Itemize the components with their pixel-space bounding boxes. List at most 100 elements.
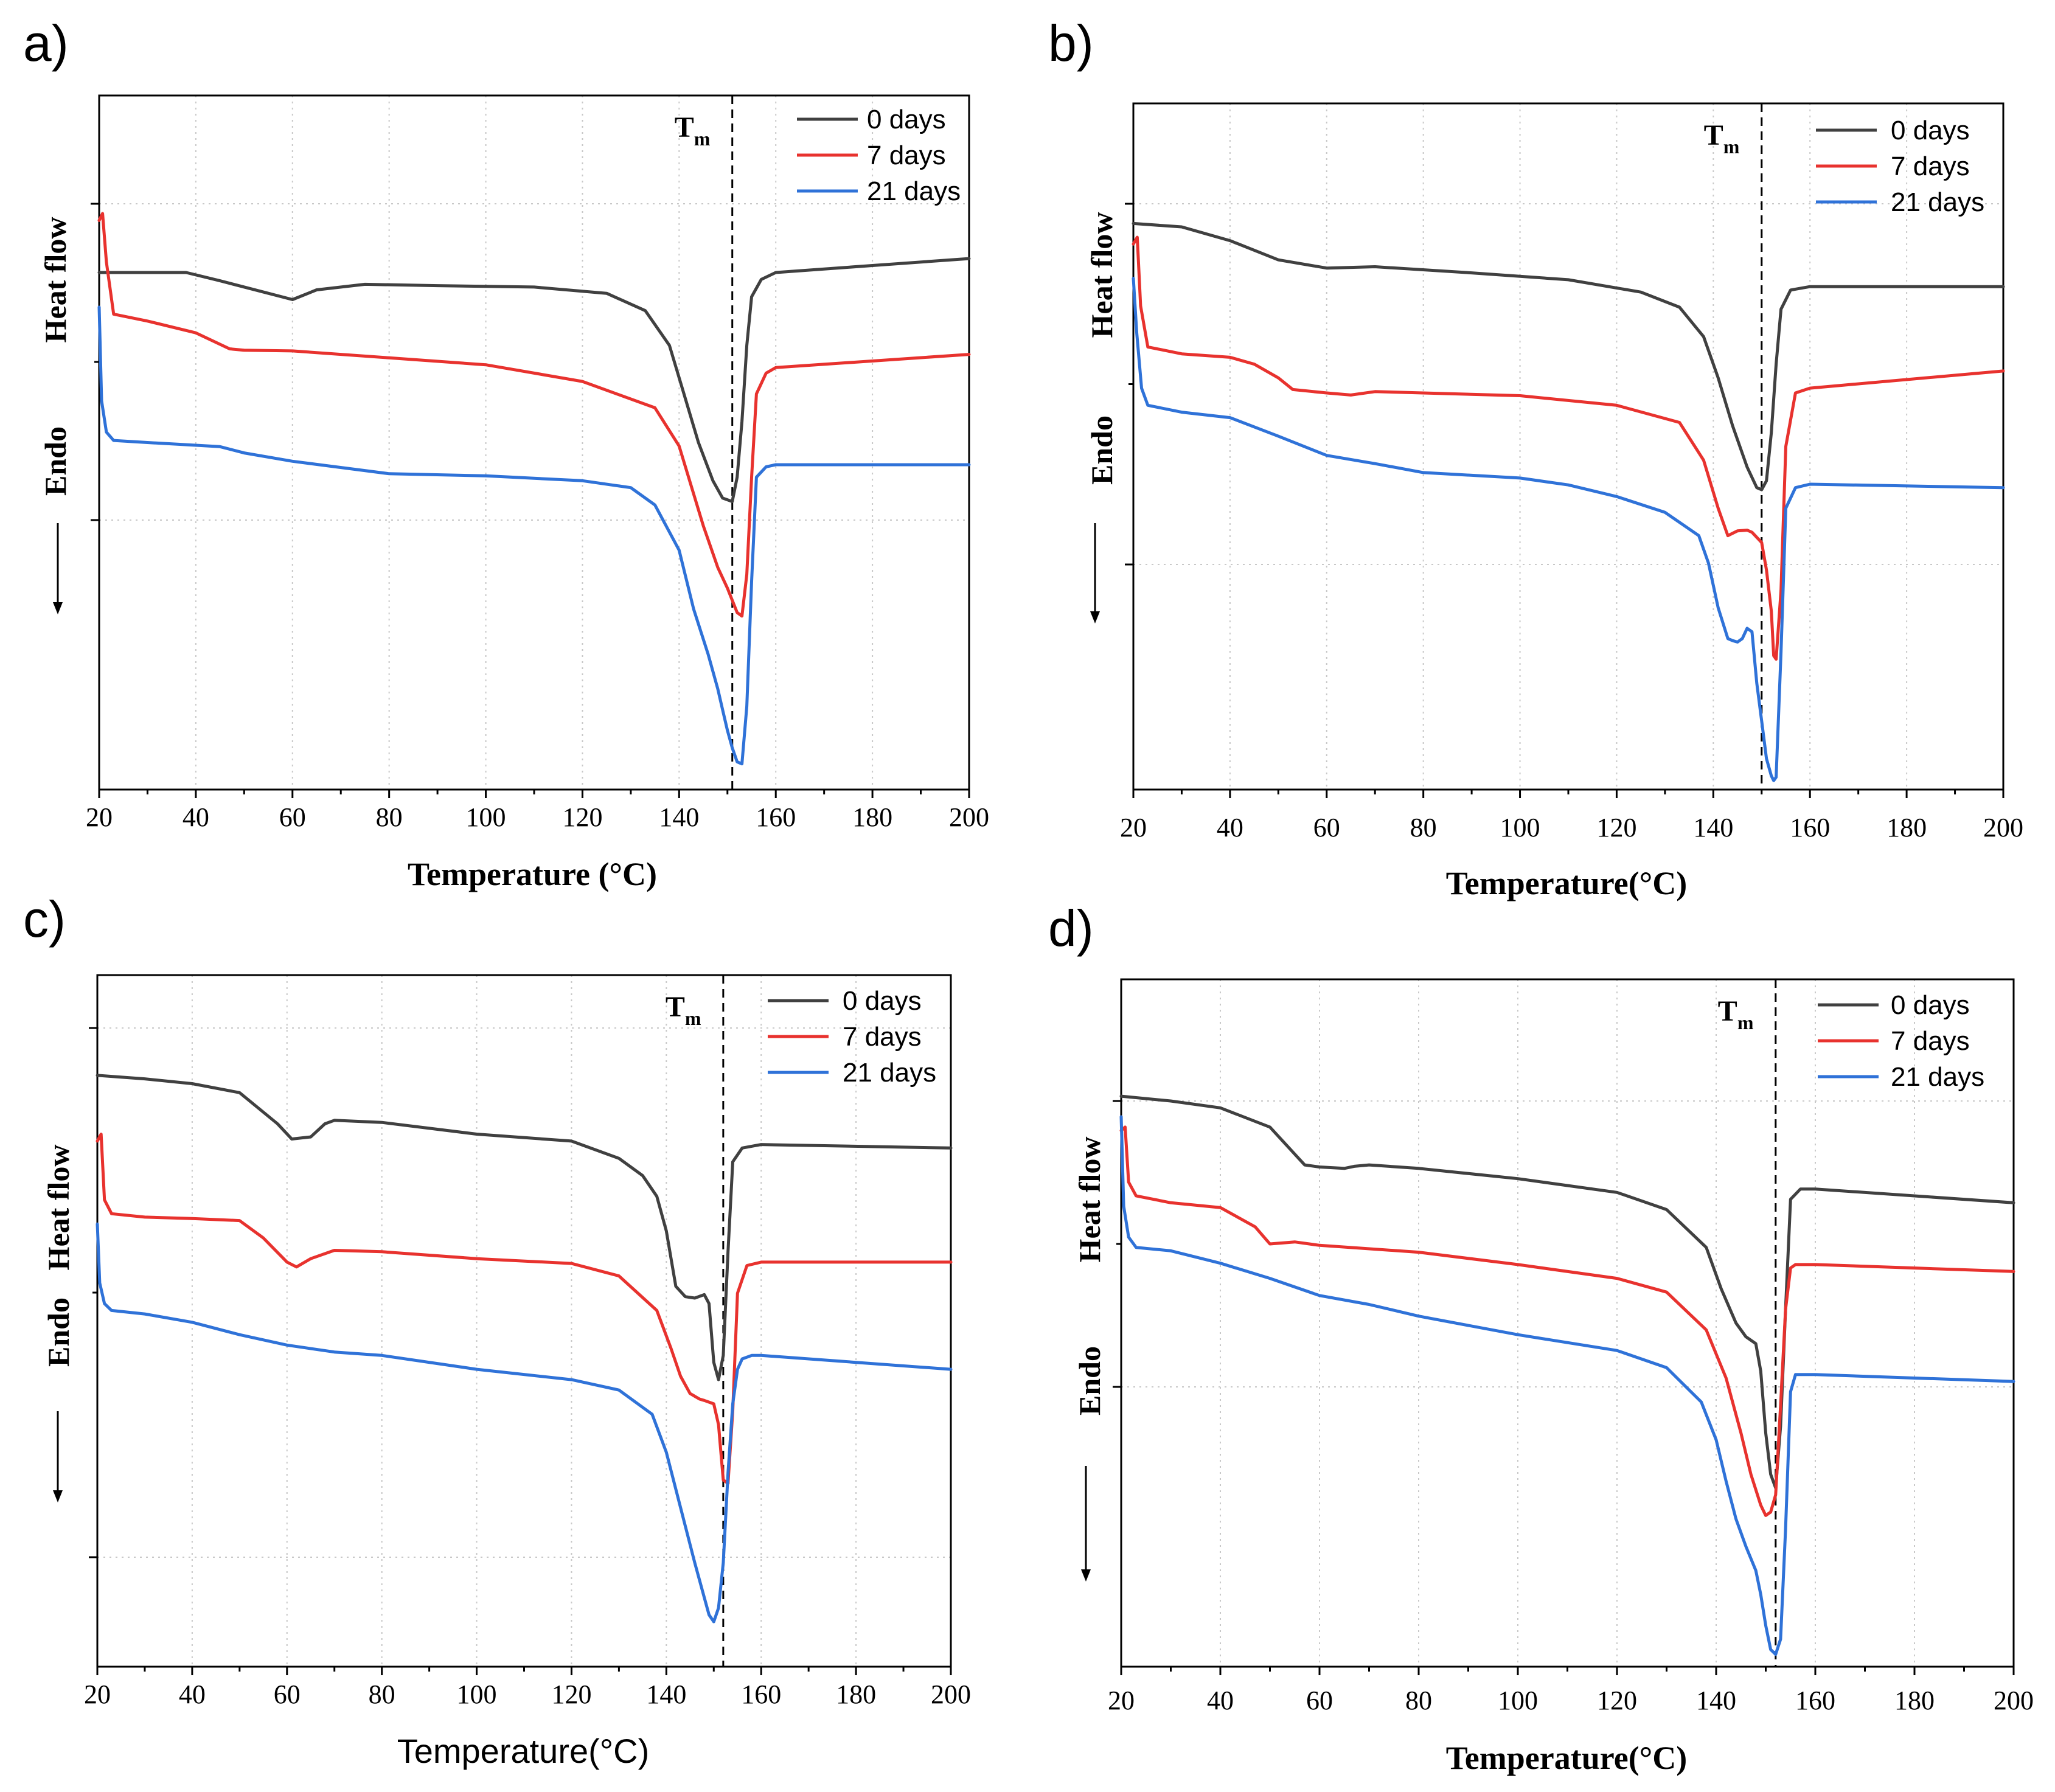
y-axis-title-heat-flow: Heat flow: [38, 217, 72, 343]
tm-label-sub: m: [694, 128, 711, 150]
series-line-21-days: [1119, 1115, 2015, 1656]
legend-label: 0 days: [1891, 990, 1970, 1020]
tm-label-sub: m: [685, 1007, 701, 1029]
x-axis-title: Temperature(°C): [397, 1732, 650, 1770]
tm-label-main: T: [666, 991, 685, 1023]
y-axis-title-heat-flow: Heat flow: [1073, 1137, 1107, 1263]
series-line-21-days: [96, 1222, 953, 1624]
legend-label: 7 days: [1891, 151, 1970, 181]
panel-letter: d): [1048, 900, 1094, 957]
x-axis-title: Temperature (°C): [408, 856, 657, 892]
endo-arrow-head: [1090, 611, 1100, 623]
x-tick-label: 80: [1405, 1686, 1432, 1715]
legend: 0 days 7 days 21 days: [797, 105, 961, 206]
legend-label: 21 days: [867, 176, 961, 206]
x-tick-label: 140: [1693, 813, 1733, 842]
x-tick-label: 60: [279, 802, 306, 832]
legend-label: 0 days: [843, 986, 922, 1016]
x-tick-label: 60: [1306, 1686, 1333, 1715]
x-tick-label: 160: [741, 1679, 781, 1709]
x-tick-label: 120: [551, 1679, 591, 1709]
x-tick-label: 40: [183, 802, 209, 832]
panel-letter: a): [23, 15, 69, 72]
legend-label: 0 days: [867, 105, 946, 134]
x-tick-label: 100: [1498, 1686, 1538, 1715]
tm-label-sub: m: [1723, 136, 1740, 158]
legend-label: 0 days: [1891, 116, 1970, 145]
x-tick-label: 140: [1696, 1686, 1736, 1715]
legend-label: 21 days: [843, 1058, 936, 1088]
tm-label: Tm: [1704, 119, 1740, 158]
legend: 0 days 7 days 21 days: [1816, 116, 1984, 217]
legend: 0 days 7 days 21 days: [768, 986, 936, 1088]
x-tick-label: 140: [659, 802, 699, 832]
legend-label: 7 days: [1891, 1026, 1970, 1056]
endo-arrow-head: [1081, 1569, 1091, 1582]
x-tick-label: 160: [1790, 813, 1830, 842]
tm-label-main: T: [1718, 995, 1737, 1027]
x-tick-label: 160: [756, 802, 796, 832]
x-tick-label: 120: [1596, 813, 1636, 842]
y-axis-title-endo: Endo: [1073, 1346, 1107, 1415]
tm-label-main: T: [675, 111, 694, 144]
legend-label: 21 days: [1891, 1062, 1984, 1092]
x-tick-label: 180: [1886, 813, 1927, 842]
x-tick-label: 40: [1217, 813, 1243, 842]
y-axis-title-endo: Endo: [41, 1297, 75, 1367]
chart-panel-b: b) 20 40 60 80 100 120 140 160 180 200 Temperature(…: [1048, 15, 2023, 901]
tm-label-sub: m: [1737, 1012, 1754, 1033]
endo-arrow-head: [53, 602, 63, 614]
x-tick-label: 20: [86, 802, 113, 832]
legend-label: 7 days: [867, 141, 946, 170]
chart-panel-a: a) 20 40 60 80 100 120 140 160 180 200 Temperature …: [23, 15, 989, 892]
y-axis-title-heat-flow: Heat flow: [41, 1145, 75, 1271]
series-line-0-days: [1119, 1094, 2015, 1490]
x-tick-label: 20: [1108, 1686, 1135, 1715]
endo-arrow-head: [53, 1490, 63, 1502]
x-tick-label: 200: [1994, 1686, 2034, 1715]
panel-letter: b): [1048, 15, 1094, 72]
x-tick-label: 200: [1983, 813, 2023, 842]
series-line-0-days: [1132, 221, 2005, 491]
x-tick-label: 80: [376, 802, 403, 832]
legend-label: 21 days: [1891, 187, 1984, 217]
series-line-7-days: [96, 1133, 953, 1485]
x-tick-label: 180: [1894, 1686, 1935, 1715]
x-tick-label: 120: [1597, 1686, 1637, 1715]
tm-label-main: T: [1704, 119, 1723, 151]
series-line-0-days: [96, 1074, 953, 1381]
series-line-7-days: [97, 212, 971, 618]
x-tick-label: 40: [179, 1679, 206, 1709]
plot-frame: [96, 974, 952, 1668]
x-axis-title: Temperature(°C): [1446, 865, 1688, 901]
x-tick-label: 20: [84, 1679, 111, 1709]
series-line-7-days: [1132, 235, 2005, 661]
series-line-7-days: [1119, 1125, 2015, 1517]
plot-frame: [98, 94, 970, 791]
x-tick-label: 120: [562, 802, 602, 832]
chart-panel-c: c) 20 40 60 80 100 120 140 160 180 200 Temperature(…: [23, 891, 971, 1770]
plot-frame: [1132, 102, 2005, 791]
x-tick-label: 100: [457, 1679, 497, 1709]
legend-label: 7 days: [843, 1022, 922, 1052]
tm-label: Tm: [675, 111, 711, 150]
x-tick-label: 40: [1207, 1686, 1234, 1715]
x-tick-label: 100: [466, 802, 506, 832]
y-axis-title-heat-flow: Heat flow: [1085, 212, 1119, 338]
y-axis-title-endo: Endo: [1085, 415, 1119, 485]
x-tick-label: 200: [931, 1679, 971, 1709]
series-line-21-days: [97, 305, 971, 766]
series-line-0-days: [97, 257, 971, 503]
legend: 0 days 7 days 21 days: [1818, 990, 1984, 1092]
x-tick-label: 200: [949, 802, 989, 832]
x-tick-label: 80: [1410, 813, 1437, 842]
plot-frame: [1120, 978, 2015, 1668]
x-tick-label: 60: [1313, 813, 1340, 842]
x-tick-label: 180: [836, 1679, 876, 1709]
chart-panel-d: d) 20 40 60 80 100 120 140 160 180 200 Temperature(…: [1048, 900, 2034, 1776]
series-line-21-days: [1132, 277, 2005, 782]
x-tick-label: 20: [1120, 813, 1147, 842]
x-tick-label: 180: [852, 802, 892, 832]
x-axis-title: Temperature(°C): [1446, 1740, 1688, 1776]
